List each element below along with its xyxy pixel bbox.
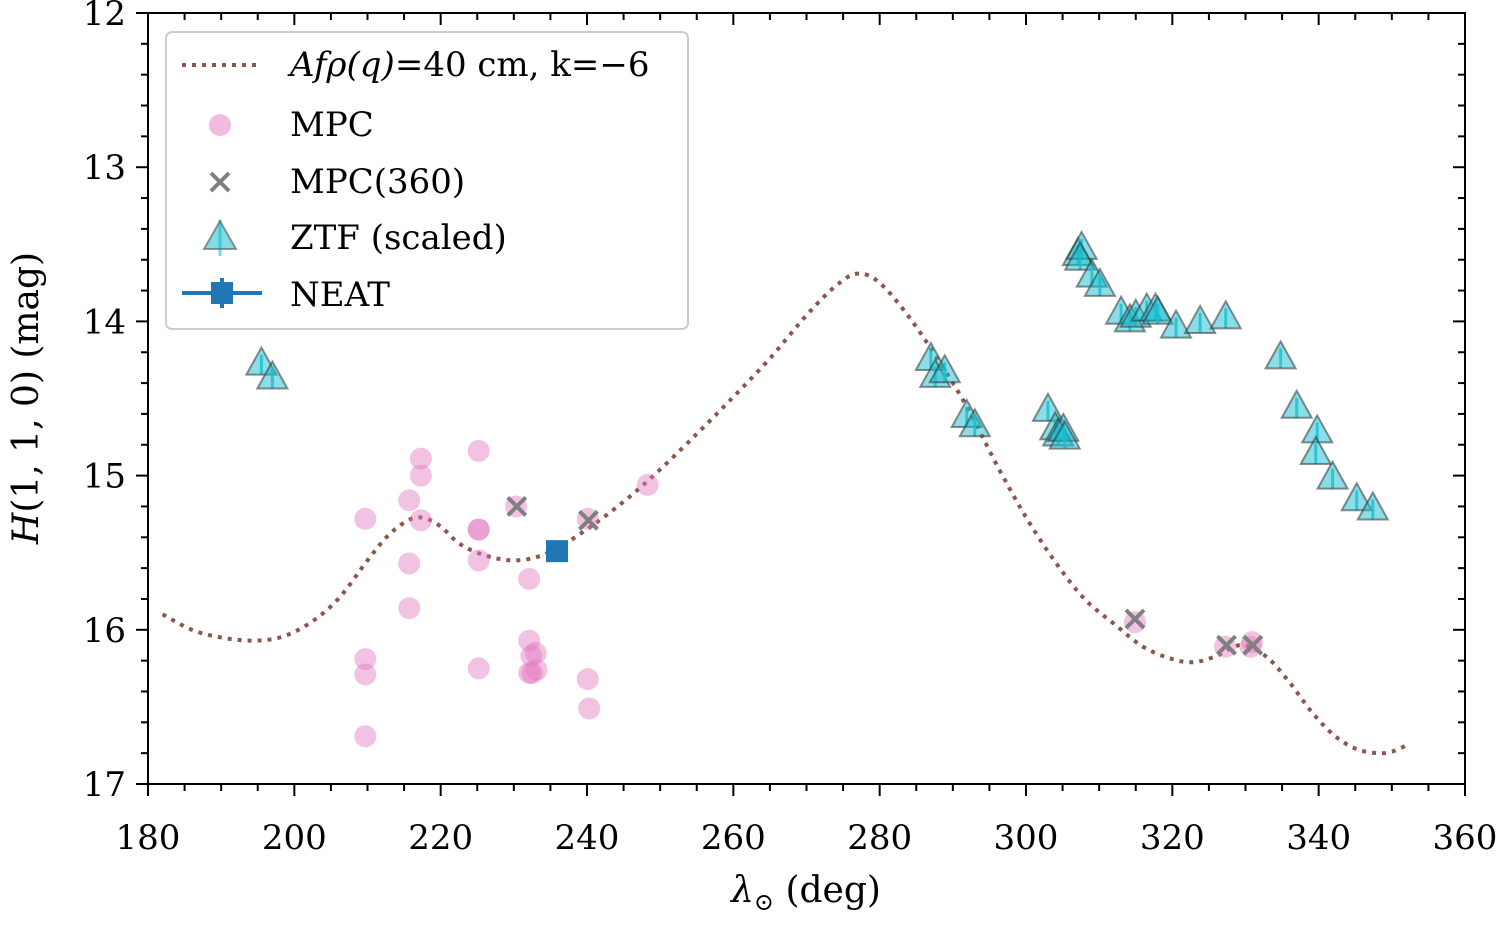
y-tick-label: 17 xyxy=(83,765,126,805)
mpc-point xyxy=(354,507,377,530)
legend-ztf-swatch xyxy=(202,218,238,256)
x-tick-label: 240 xyxy=(555,818,620,858)
ztf-point xyxy=(1209,299,1243,330)
legend-neat-label: NEAT xyxy=(290,275,390,315)
ztf-point xyxy=(1280,388,1314,419)
x-axis-label: λ⊙ (deg) xyxy=(729,870,881,916)
ztf-point xyxy=(1083,266,1117,297)
legend-box xyxy=(165,31,689,330)
ztf-points-layer xyxy=(244,229,1390,521)
ztf-point xyxy=(1315,459,1350,490)
legend-mpc-label: MPC xyxy=(290,105,374,145)
ztf-point xyxy=(1159,308,1193,339)
x-tick-label: 320 xyxy=(1140,818,1205,858)
ztf-point xyxy=(1263,339,1298,370)
mpc-point xyxy=(524,641,547,664)
x-tick-label: 200 xyxy=(262,818,327,858)
mpc360-points-layer xyxy=(506,496,1264,656)
ztf-point xyxy=(1299,434,1333,466)
legend-mpc360-swatch xyxy=(209,171,231,193)
mpc-point xyxy=(467,549,490,572)
ztf-point xyxy=(1183,303,1217,334)
x-tick-label: 180 xyxy=(116,818,181,858)
y-tick-label: 12 xyxy=(83,0,126,34)
mpc360-point xyxy=(578,509,599,531)
y-tick-label: 16 xyxy=(83,611,126,651)
ztf-point xyxy=(1340,481,1374,512)
ztf-point xyxy=(958,407,992,438)
mpc-point xyxy=(518,629,541,652)
mpc-point xyxy=(467,518,490,541)
legend-mpc360-label: MPC(360) xyxy=(290,162,465,202)
ztf-point xyxy=(1141,294,1175,325)
ztf-point xyxy=(928,353,962,384)
y-tick-label: 15 xyxy=(83,457,126,497)
mpc-point xyxy=(578,697,601,720)
mpc-point xyxy=(354,648,377,671)
mpc-point xyxy=(467,439,490,462)
mpc-point xyxy=(409,509,432,532)
mpc-points-layer xyxy=(354,439,1264,748)
mpc-point xyxy=(636,473,659,496)
mpc-point xyxy=(1124,611,1147,634)
mpc-point xyxy=(409,464,432,487)
mpc-point xyxy=(520,645,543,668)
ticks-layer xyxy=(136,12,1466,796)
mpc-point xyxy=(467,518,490,541)
mpc-point xyxy=(409,447,432,470)
legend: Afρ(q)=40 cm, k=−6 MPC MPC(360) ZTF (sca… xyxy=(165,31,689,330)
legend-neat-swatch xyxy=(182,278,262,308)
mpc-point xyxy=(354,725,377,748)
mpc360-point xyxy=(1124,608,1146,630)
neat-points-layer xyxy=(546,540,569,563)
legend-mpc-swatch xyxy=(209,114,231,136)
mpc360-point xyxy=(506,496,528,517)
x-tick-label: 340 xyxy=(1286,818,1351,858)
mpc-point xyxy=(354,663,377,686)
ztf-point xyxy=(255,359,290,390)
y-tick-label: 14 xyxy=(83,302,126,342)
mpc-point xyxy=(576,668,599,691)
x-tick-label: 220 xyxy=(408,818,473,858)
y-axis-label: H(1, 1, 0) (mag) xyxy=(6,252,47,545)
x-tick-label: 280 xyxy=(847,818,912,858)
mpc-point xyxy=(398,552,421,575)
mpc360-point xyxy=(1242,634,1264,656)
x-tick-label: 300 xyxy=(994,818,1059,858)
mpc-point xyxy=(518,567,541,590)
legend-model-label: Afρ(q)=40 cm, k=−6 xyxy=(287,45,650,85)
x-tick-label: 360 xyxy=(1433,818,1498,858)
mpc360-point xyxy=(1216,634,1237,656)
ztf-point xyxy=(1356,490,1390,521)
x-tick-labels: 180 200 220 240 260 280 300 320 340 360 xyxy=(116,818,1498,858)
y-tick-label: 13 xyxy=(83,148,126,188)
mpc-point xyxy=(525,658,548,681)
x-tick-label: 260 xyxy=(701,818,766,858)
neat-point xyxy=(546,540,569,563)
mpc-point xyxy=(398,489,421,512)
y-tick-labels: 12 13 14 15 16 17 xyxy=(83,0,126,805)
legend-ztf-label: ZTF (scaled) xyxy=(290,218,507,258)
ztf-point xyxy=(1063,240,1097,271)
mpc-point xyxy=(521,661,544,684)
mpc-point xyxy=(467,657,490,680)
mpc-point xyxy=(518,661,541,684)
ztf-point xyxy=(1048,419,1082,450)
mpc-point xyxy=(398,597,421,620)
